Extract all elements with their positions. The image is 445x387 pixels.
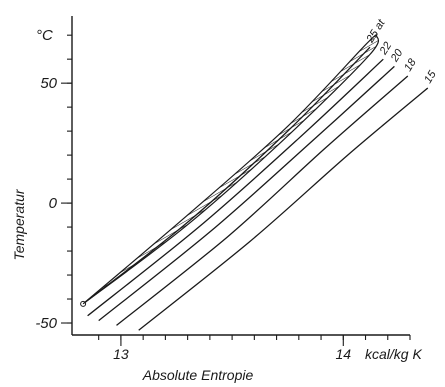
y-ticks: 50 0 -50 bbox=[35, 75, 72, 332]
y-tick-label: 50 bbox=[40, 75, 57, 92]
y-unit-label: °C bbox=[36, 27, 53, 44]
isobar-line bbox=[138, 87, 429, 331]
x-tick-label: 14 bbox=[336, 346, 352, 362]
series-label: 22 bbox=[377, 40, 394, 58]
isobar-line bbox=[82, 46, 371, 305]
cycle-band bbox=[82, 33, 380, 305]
cycle-region bbox=[80, 33, 380, 307]
y-axis-title: Temperatur bbox=[11, 188, 27, 260]
x-ticks: 13 14 bbox=[113, 335, 351, 362]
isobar-line bbox=[87, 58, 384, 317]
axes bbox=[71, 16, 410, 336]
minor-ticks bbox=[67, 34, 411, 340]
x-axis-title: Absolute Entropie bbox=[142, 367, 254, 383]
x-unit-label: kcal/kg K bbox=[365, 346, 422, 362]
isobar-line bbox=[116, 75, 409, 326]
y-tick-label: 0 bbox=[49, 195, 58, 212]
series-label: 18 bbox=[402, 56, 419, 73]
y-tick-label: -50 bbox=[35, 315, 57, 332]
series-label: 15 bbox=[422, 68, 439, 85]
series-lines bbox=[82, 46, 429, 331]
isobar-line bbox=[98, 65, 395, 322]
x-tick-label: 13 bbox=[113, 346, 129, 362]
